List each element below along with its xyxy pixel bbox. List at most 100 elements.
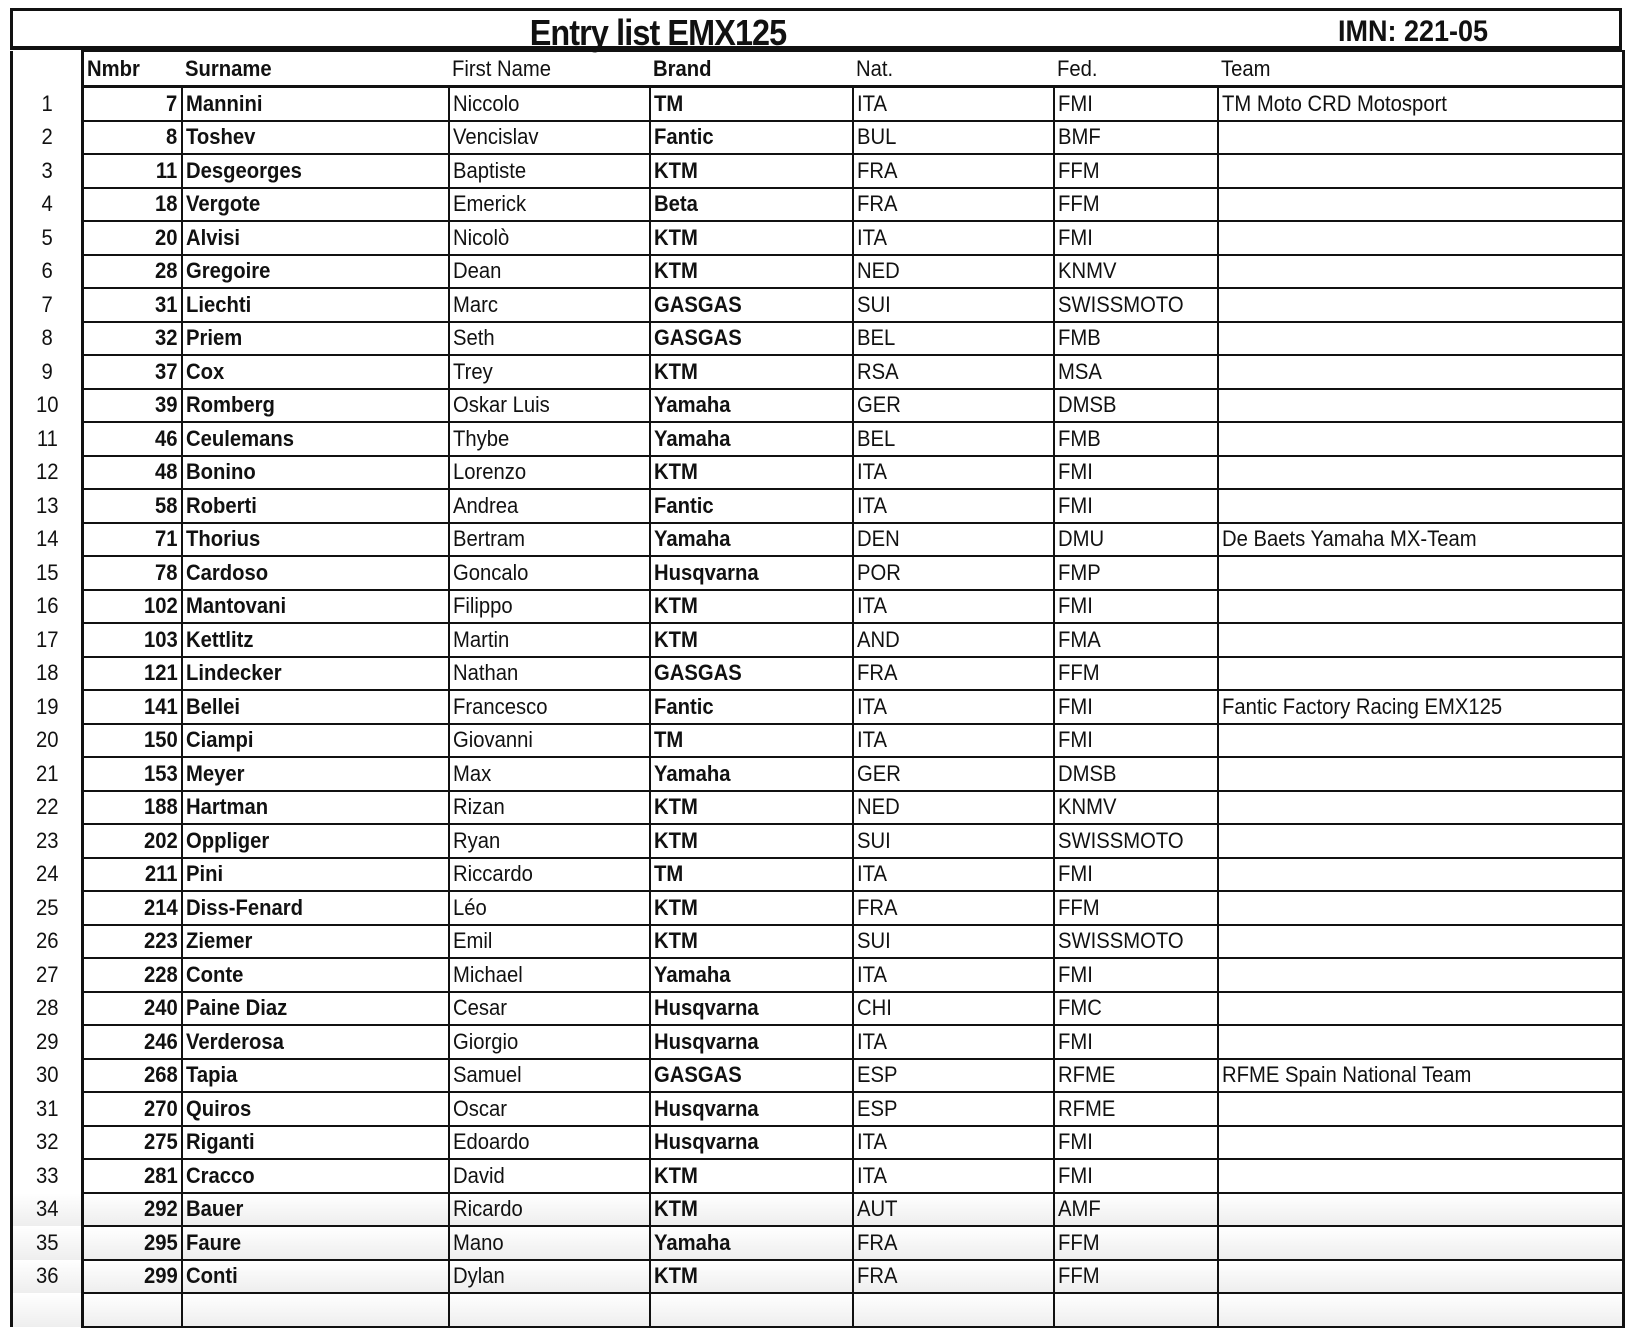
row-index-cell: 34	[10, 1192, 84, 1226]
row-index-cell: 6	[10, 254, 84, 288]
table-row: 1 7 Mannini Niccolo TM ITA FMI TM Moto CRD Moto…	[10, 85, 1625, 122]
rider-number-cell: 31	[81, 287, 183, 323]
team-cell	[1216, 622, 1625, 658]
rider-number-cell: 48	[81, 454, 183, 490]
surname-cell: Tapia	[180, 1057, 450, 1093]
row-index-cell: 29	[10, 1025, 84, 1059]
brand-cell: Beta	[648, 186, 854, 222]
header-first-name: First Name	[448, 50, 650, 88]
first-name-cell: Francesco	[447, 689, 651, 725]
team-cell	[1216, 320, 1625, 356]
team-cell	[1216, 387, 1625, 423]
federation-cell: FMI	[1052, 488, 1219, 524]
nationality-cell: ITA	[851, 957, 1055, 993]
federation-cell: FFM	[1052, 655, 1219, 691]
nationality-cell: ITA	[851, 722, 1055, 758]
surname-cell: Conti	[180, 1258, 450, 1294]
federation-cell: FMI	[1052, 689, 1219, 725]
row-index-cell: 15	[10, 556, 84, 590]
row-index-cell: 19	[10, 690, 84, 724]
first-name-cell: Baptiste	[447, 153, 651, 189]
nationality-cell: NED	[851, 789, 1055, 825]
first-name-cell: Lorenzo	[447, 454, 651, 490]
entry-list-sheet: Entry list EMX125 IMN: 221-05 Nmbr Surna…	[10, 8, 1625, 1328]
nationality-cell: DEN	[851, 521, 1055, 557]
rider-number-cell: 71	[81, 521, 183, 557]
team-cell	[1216, 555, 1625, 591]
rider-number-cell: 202	[81, 823, 183, 859]
surname-cell: Ziemer	[180, 923, 450, 959]
team-cell	[1216, 890, 1625, 926]
surname-cell: Diss-Fenard	[180, 890, 450, 926]
table-row: 34 292 Bauer Ricardo KTM AUT AMF	[10, 1191, 1625, 1227]
team-cell	[1216, 1091, 1625, 1127]
rider-number-cell: 240	[81, 990, 183, 1026]
row-index-cell: 36	[10, 1259, 84, 1293]
row-index-cell: 22	[10, 790, 84, 824]
table-row: 16 102 Mantovani Filippo KTM ITA FMI	[10, 588, 1625, 624]
row-index-cell: 33	[10, 1159, 84, 1193]
first-name-cell: Max	[447, 756, 651, 792]
surname-cell: Ciampi	[180, 722, 450, 758]
row-index-cell: 14	[10, 522, 84, 556]
brand-cell: Husqvarna	[648, 555, 854, 591]
nationality-cell: BEL	[851, 421, 1055, 457]
brand-cell: Fantic	[648, 488, 854, 524]
surname-cell: Romberg	[180, 387, 450, 423]
table-row: 32 275 Riganti Edoardo Husqvarna ITA FMI	[10, 1124, 1625, 1160]
surname-cell: Roberti	[180, 488, 450, 524]
team-cell	[1216, 990, 1625, 1026]
rider-number-cell: 292	[81, 1191, 183, 1227]
brand-cell: KTM	[648, 588, 854, 624]
table-row: 13 58 Roberti Andrea Fantic ITA FMI	[10, 488, 1625, 524]
surname-cell: Paine Diaz	[180, 990, 450, 1026]
nationality-cell: RSA	[851, 354, 1055, 390]
nationality-cell: CHI	[851, 990, 1055, 1026]
federation-cell: FFM	[1052, 1258, 1219, 1294]
brand-cell: GASGAS	[648, 655, 854, 691]
rider-number-cell: 268	[81, 1057, 183, 1093]
header-index	[10, 51, 84, 87]
team-cell	[1216, 756, 1625, 792]
federation-cell: FMI	[1052, 588, 1219, 624]
empty-cell	[1052, 1292, 1219, 1328]
team-cell	[1216, 454, 1625, 490]
surname-cell: Desgeorges	[180, 153, 450, 189]
rider-number-cell: 7	[81, 85, 183, 122]
team-cell	[1216, 789, 1625, 825]
team-cell	[1216, 1158, 1625, 1194]
nationality-cell: ITA	[851, 220, 1055, 256]
surname-cell: Bonino	[180, 454, 450, 490]
surname-cell: Toshev	[180, 119, 450, 155]
team-cell	[1216, 655, 1625, 691]
federation-cell: FFM	[1052, 186, 1219, 222]
row-index-cell: 20	[10, 723, 84, 757]
rider-number-cell: 295	[81, 1225, 183, 1261]
table-row: 2 8 Toshev Vencislav Fantic BUL BMF	[10, 119, 1625, 155]
table-row: 29 246 Verderosa Giorgio Husqvarna ITA FMI	[10, 1024, 1625, 1060]
row-index-cell: 26	[10, 924, 84, 958]
federation-cell: FMI	[1052, 722, 1219, 758]
table-row: 24 211 Pini Riccardo TM ITA FMI	[10, 856, 1625, 892]
nationality-cell: FRA	[851, 655, 1055, 691]
table-row: 6 28 Gregoire Dean KTM NED KNMV	[10, 253, 1625, 289]
brand-cell: KTM	[648, 789, 854, 825]
federation-cell: SWISSMOTO	[1052, 287, 1219, 323]
federation-cell: FMA	[1052, 622, 1219, 658]
surname-cell: Vergote	[180, 186, 450, 222]
first-name-cell: Andrea	[447, 488, 651, 524]
brand-cell: TM	[648, 85, 854, 122]
brand-cell: KTM	[648, 890, 854, 926]
surname-cell: Lindecker	[180, 655, 450, 691]
table-row: 10 39 Romberg Oskar Luis Yamaha GER DMSB	[10, 387, 1625, 423]
table-row: 36 299 Conti Dylan KTM FRA FFM	[10, 1258, 1625, 1294]
rider-number-cell: 150	[81, 722, 183, 758]
rider-number-cell: 46	[81, 421, 183, 457]
rider-number-cell: 18	[81, 186, 183, 222]
team-cell: De Baets Yamaha MX-Team	[1216, 521, 1625, 557]
nationality-cell: SUI	[851, 923, 1055, 959]
first-name-cell: Samuel	[447, 1057, 651, 1093]
header-fed: Fed.	[1053, 50, 1218, 88]
table-row: 3 11 Desgeorges Baptiste KTM FRA FFM	[10, 153, 1625, 189]
row-index-cell: 11	[10, 422, 84, 456]
